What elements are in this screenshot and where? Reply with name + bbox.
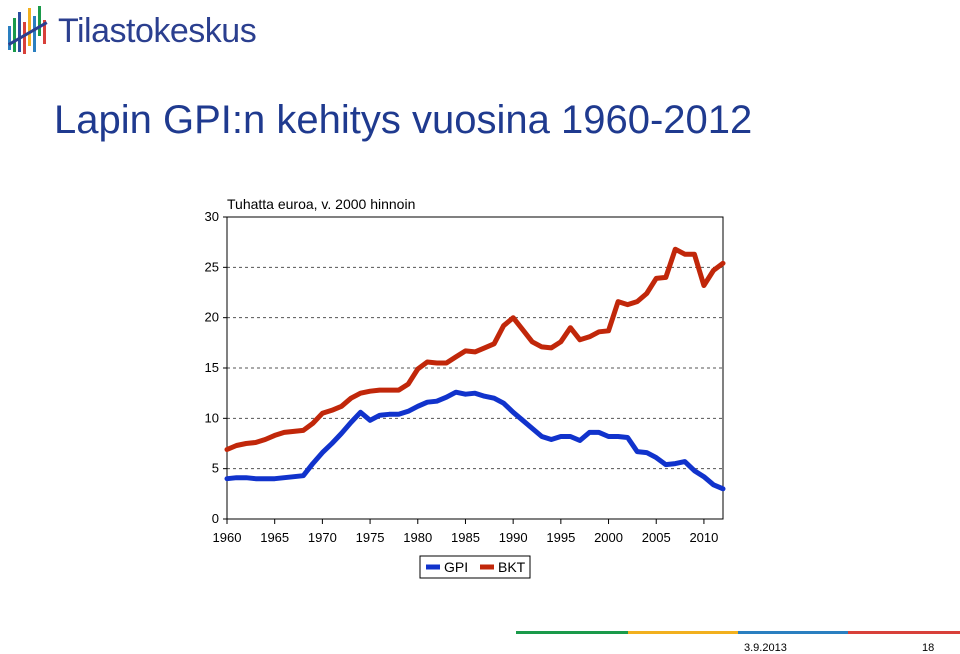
tilastokeskus-logo: Tilastokeskus	[6, 4, 257, 56]
y-tick-label: 10	[205, 410, 219, 425]
x-tick-label: 1980	[403, 530, 432, 545]
x-tick-label: 1970	[308, 530, 337, 545]
x-tick-label: 1965	[260, 530, 289, 545]
x-tick-label: 1960	[213, 530, 242, 545]
grid	[227, 266, 723, 470]
footer-bar-yellow	[628, 631, 738, 634]
logo-text: Tilastokeskus	[58, 12, 257, 50]
x-tick-label: 2010	[689, 530, 718, 545]
y-tick-label: 30	[205, 209, 219, 224]
footer-bar-red	[848, 631, 960, 634]
series-line-gpi	[224, 389, 726, 492]
footer-bar-green	[516, 631, 628, 634]
x-tick-label: 1995	[546, 530, 575, 545]
axes: Tuhatta euroa, v. 2000 hinnoin 0 5 10 15 20 25…	[205, 196, 724, 545]
legend: GPI BKT	[419, 555, 531, 579]
legend-label-gpi: GPI	[444, 559, 468, 575]
series	[224, 246, 726, 492]
x-tick-label: 1985	[451, 530, 480, 545]
series-line-bkt	[224, 246, 726, 452]
y-tick-label: 15	[205, 360, 219, 375]
page-title: Lapin GPI:n kehitys vuosina 1960-2012	[54, 98, 753, 142]
footer-bar-blue	[738, 631, 848, 634]
line-chart: Tuhatta euroa, v. 2000 hinnoin 0 5 10 15 20 25…	[205, 196, 726, 579]
unit-label: Tuhatta euroa, v. 2000 hinnoin	[227, 196, 415, 212]
legend-label-bkt: BKT	[498, 559, 526, 575]
legend-box	[419, 555, 531, 579]
y-tick-label: 25	[205, 259, 219, 274]
y-tick-label: 20	[205, 310, 219, 325]
x-tick-label: 1975	[356, 530, 385, 545]
x-tick-label: 2005	[642, 530, 671, 545]
x-tick-label: 1990	[499, 530, 528, 545]
y-tick-label: 5	[212, 461, 219, 476]
chart: Tuhatta euroa, v. 2000 hinnoin 0 5 10 15 20 25…	[190, 188, 750, 593]
footer-date: 3.9.2013	[744, 642, 787, 654]
y-tick-label: 0	[212, 511, 219, 526]
logo-bars-icon	[7, 6, 48, 54]
x-tick-label: 2000	[594, 530, 623, 545]
page-number: 18	[922, 642, 935, 654]
